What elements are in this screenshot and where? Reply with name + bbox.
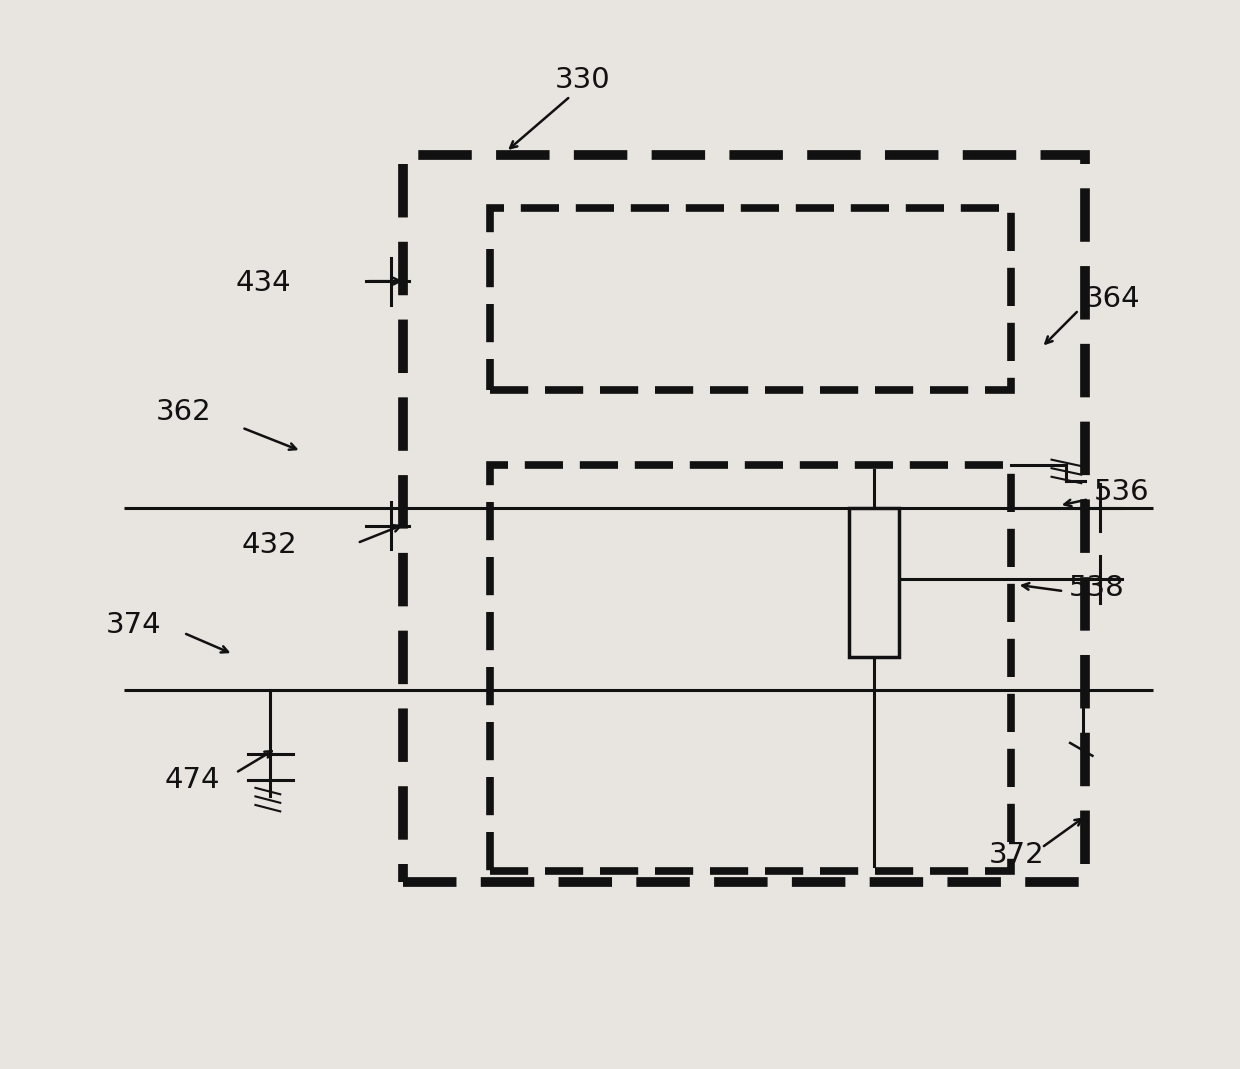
Bar — [490, 208, 1011, 390]
Text: 538: 538 — [1069, 574, 1125, 602]
Bar — [403, 155, 1085, 882]
Text: 374: 374 — [107, 611, 161, 639]
Text: 364: 364 — [1085, 285, 1141, 313]
Text: 474: 474 — [165, 766, 219, 794]
Text: 434: 434 — [236, 269, 291, 297]
Bar — [490, 465, 1011, 871]
Text: 432: 432 — [242, 531, 298, 559]
Text: 330: 330 — [556, 66, 610, 94]
Text: 362: 362 — [156, 398, 211, 425]
Bar — [849, 508, 899, 657]
Text: 536: 536 — [1094, 478, 1149, 506]
Text: 372: 372 — [990, 841, 1044, 869]
